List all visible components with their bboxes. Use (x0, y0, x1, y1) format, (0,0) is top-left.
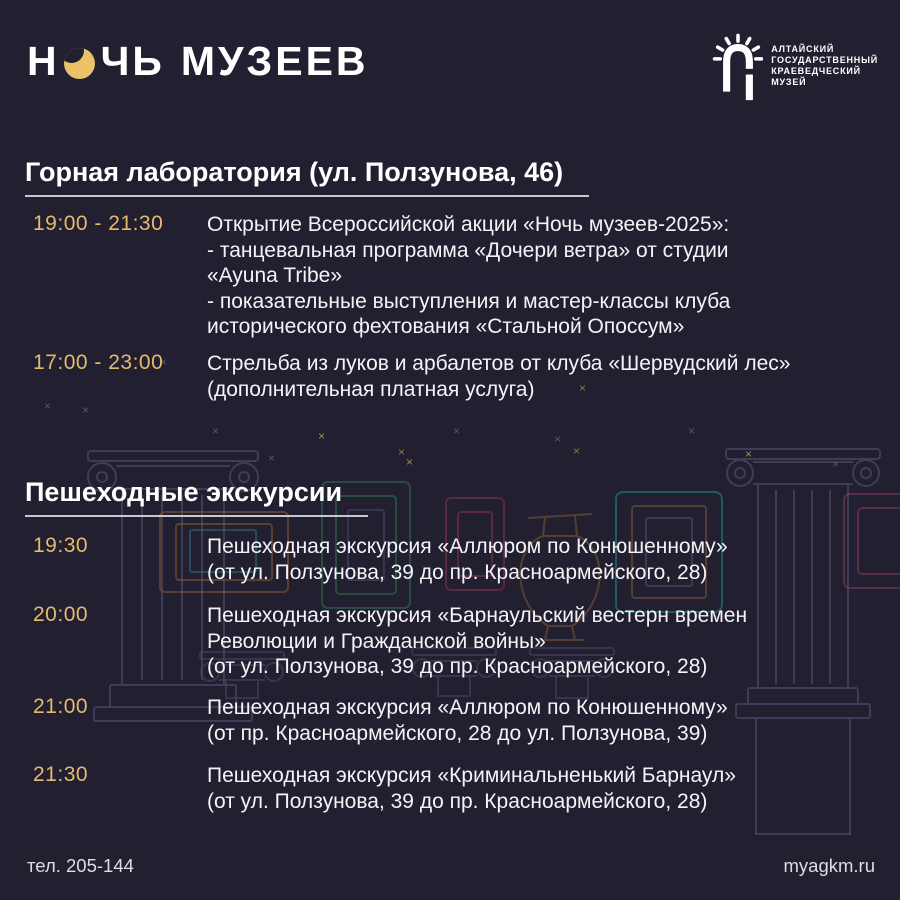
sparkle-icon (688, 425, 695, 437)
sparkle-icon (318, 430, 325, 442)
event-time: 20:00 (33, 603, 89, 626)
event-time: 17:00 - 23:00 (33, 351, 164, 374)
sparkle-icon (832, 458, 839, 470)
sparkle-icon (554, 433, 561, 445)
night-of-museums-logo: Н ЧЬ МУЗЕЕВ (27, 38, 369, 85)
event-row: 21:30 Пешеходная экскурсия «Криминальнен… (33, 763, 892, 814)
section-title-gornaya-laboratoriya: Горная лаборатория (ул. Ползунова, 46) (25, 157, 590, 197)
museum-name-line: Алтайский (771, 44, 835, 54)
footer-phone: тел. 205-144 (27, 855, 134, 876)
event-description: Пешеходная экскурсия «Барнаульский весте… (207, 604, 748, 678)
sparkle-icon (573, 445, 580, 457)
sparkle-icon (453, 425, 460, 437)
event-description: Стрельба из луков и арбалетов от клуба «… (207, 352, 791, 401)
sparkle-icon (406, 456, 413, 468)
event-row: 19:30 Пешеходная экскурсия «Аллюром по К… (33, 534, 892, 585)
event-row: 19:00 - 21:30 Открытие Всероссийской акц… (33, 212, 892, 340)
sparkle-icon (268, 452, 275, 464)
museum-name-line: музей (771, 77, 807, 87)
event-row: 21:00 Пешеходная экскурсия «Аллюром по К… (33, 695, 892, 746)
moon-icon (63, 48, 95, 79)
event-description: Пешеходная экскурсия «Аллюром по Конюшен… (207, 696, 728, 745)
section-title-peshekhodnye-ekskursii: Пешеходные экскурсии (25, 477, 369, 517)
event-description: Пешеходная экскурсия «Криминальненький Б… (207, 764, 736, 813)
event-row: 17:00 - 23:00 Стрельба из луков и арбале… (33, 351, 892, 402)
sparkle-icon (398, 446, 405, 458)
sparkle-icon (82, 404, 89, 416)
logo-word: МУЗЕЕВ (180, 38, 369, 84)
event-time: 21:00 (33, 695, 89, 718)
sparkle-icon (745, 448, 752, 460)
museum-name-line: государственный (771, 55, 878, 65)
event-time: 19:00 - 21:30 (33, 212, 164, 235)
event-description: Пешеходная экскурсия «Аллюром по Конюшен… (207, 535, 728, 584)
sparkle-icon (212, 425, 219, 437)
museum-arch-icon (713, 33, 764, 101)
event-row: 20:00 Пешеходная экскурсия «Барнаульский… (33, 603, 892, 680)
museum-name: Алтайский государственный краеведческий … (771, 44, 878, 88)
event-time: 21:30 (33, 763, 89, 786)
event-time: 19:30 (33, 534, 89, 557)
logo-letter: Н (27, 38, 60, 84)
museum-name-line: краеведческий (771, 66, 861, 76)
footer-website: myagkm.ru (783, 855, 876, 876)
event-description: Открытие Всероссийской акции «Ночь музее… (207, 213, 731, 338)
museum-logo: Алтайский государственный краеведческий … (711, 20, 878, 112)
logo-letters: ЧЬ (100, 38, 165, 84)
